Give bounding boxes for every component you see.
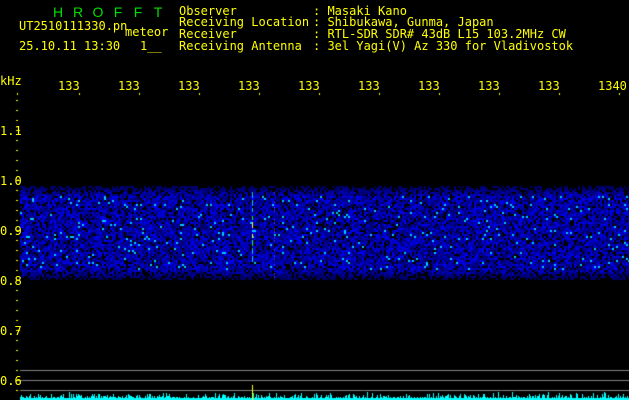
x-axis-unit: kHz [0,74,22,88]
antenna-label: Receiving Antenna [179,39,302,53]
antenna-value: : 3el Yagi(V) Az 330 for Vladivostok [313,39,574,53]
observer-value: : Masaki Kano [313,4,407,18]
y-tick-label: 1.1 [0,124,22,138]
y-tick-label: 0.7 [0,324,22,338]
x-tick-label: 1337 [418,79,440,93]
title-letter: F [133,4,143,20]
x-tick-label: 1338 [478,79,500,93]
receiver-value: : RTL-SDR SDR# 43dB L15 103.2MHz CW [313,27,566,41]
filename: UT2510111330.pn [19,19,128,33]
title-letter: O [92,4,104,20]
location-value: : Shibukawa, Gunma, Japan [313,15,494,29]
observer-label: Observer [179,4,237,18]
y-tick-label: 0.9 [0,224,22,238]
location-label: Receiving Location [179,15,310,29]
mode-label: meteor [125,25,169,39]
x-tick-label: 1333 [178,79,200,93]
title-letter: T [153,4,163,20]
count: 1__ [140,39,162,53]
title-letter: F [113,4,123,20]
title-letter: H [52,4,64,20]
x-tick-label: 1334 [238,79,260,93]
y-tick-label: 0.6 [0,374,22,388]
y-tick-label: 1.0 [0,174,22,188]
x-tick-label: 1339 [538,79,560,93]
x-tick-label: 1336 [358,79,380,93]
title-letter: R [72,4,84,20]
x-tick-label: 1340 [598,79,627,93]
receiver-label: Receiver [179,27,237,41]
x-tick-label: 1335 [298,79,320,93]
x-tick-label: 1332 [118,79,140,93]
datetime: 25.10.11 13:30 [19,39,121,53]
y-tick-label: 0.8 [0,274,22,288]
